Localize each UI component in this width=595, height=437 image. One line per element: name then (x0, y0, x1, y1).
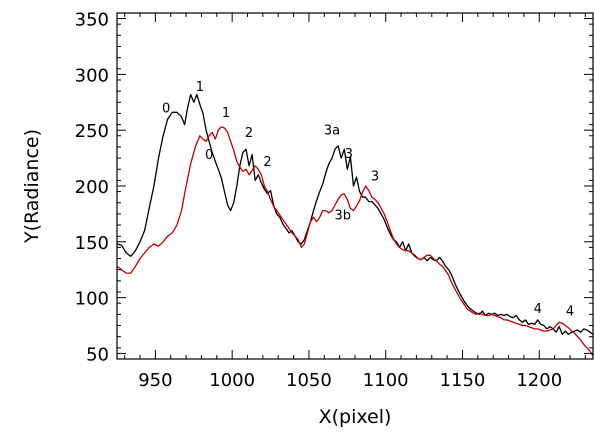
y-tick-label: 250 (75, 121, 109, 142)
y-tick-label: 100 (75, 289, 109, 310)
tick-layer: 950 1000 1050 1100 1150 120050100150200250300… (75, 10, 593, 391)
x-tick-label: 1200 (516, 370, 562, 391)
y-tick-label: 200 (75, 177, 109, 198)
peak-label: 2 (263, 155, 271, 170)
y-tick-label: 50 (86, 344, 109, 365)
y-axis-title: Y(Radiance) (21, 129, 43, 244)
peak-label: 4 (566, 304, 574, 319)
peak-label: 4 (534, 302, 542, 317)
series-line-2 (116, 126, 594, 357)
x-axis-title: X(pixel) (319, 406, 392, 428)
y-tick-label: 150 (75, 233, 109, 254)
peak-label: 1 (196, 80, 204, 95)
plot-frame (116, 12, 594, 360)
x-tick-label: 1050 (286, 370, 332, 391)
peak-label: 1 (222, 106, 230, 121)
peak-label: 2 (245, 126, 253, 141)
peak-label: 3b (334, 208, 351, 223)
x-tick-label: 1100 (363, 370, 409, 391)
x-tick-label: 1000 (209, 370, 255, 391)
series-line-1 (116, 93, 594, 336)
peak-label: 3 (345, 147, 353, 162)
y-tick-label: 350 (75, 10, 109, 31)
peak-label: 3a (324, 124, 340, 139)
peak-label: 0 (205, 148, 213, 163)
annotation-layer: 0 1 1 0 22 3a 3 3 3b 4 4 (162, 80, 574, 319)
peak-label: 3 (371, 169, 379, 184)
x-tick-label: 1150 (440, 370, 486, 391)
y-tick-label: 300 (75, 65, 109, 86)
peak-label: 0 (162, 101, 170, 116)
series-layer (116, 93, 594, 357)
x-tick-label: 950 (138, 370, 172, 391)
